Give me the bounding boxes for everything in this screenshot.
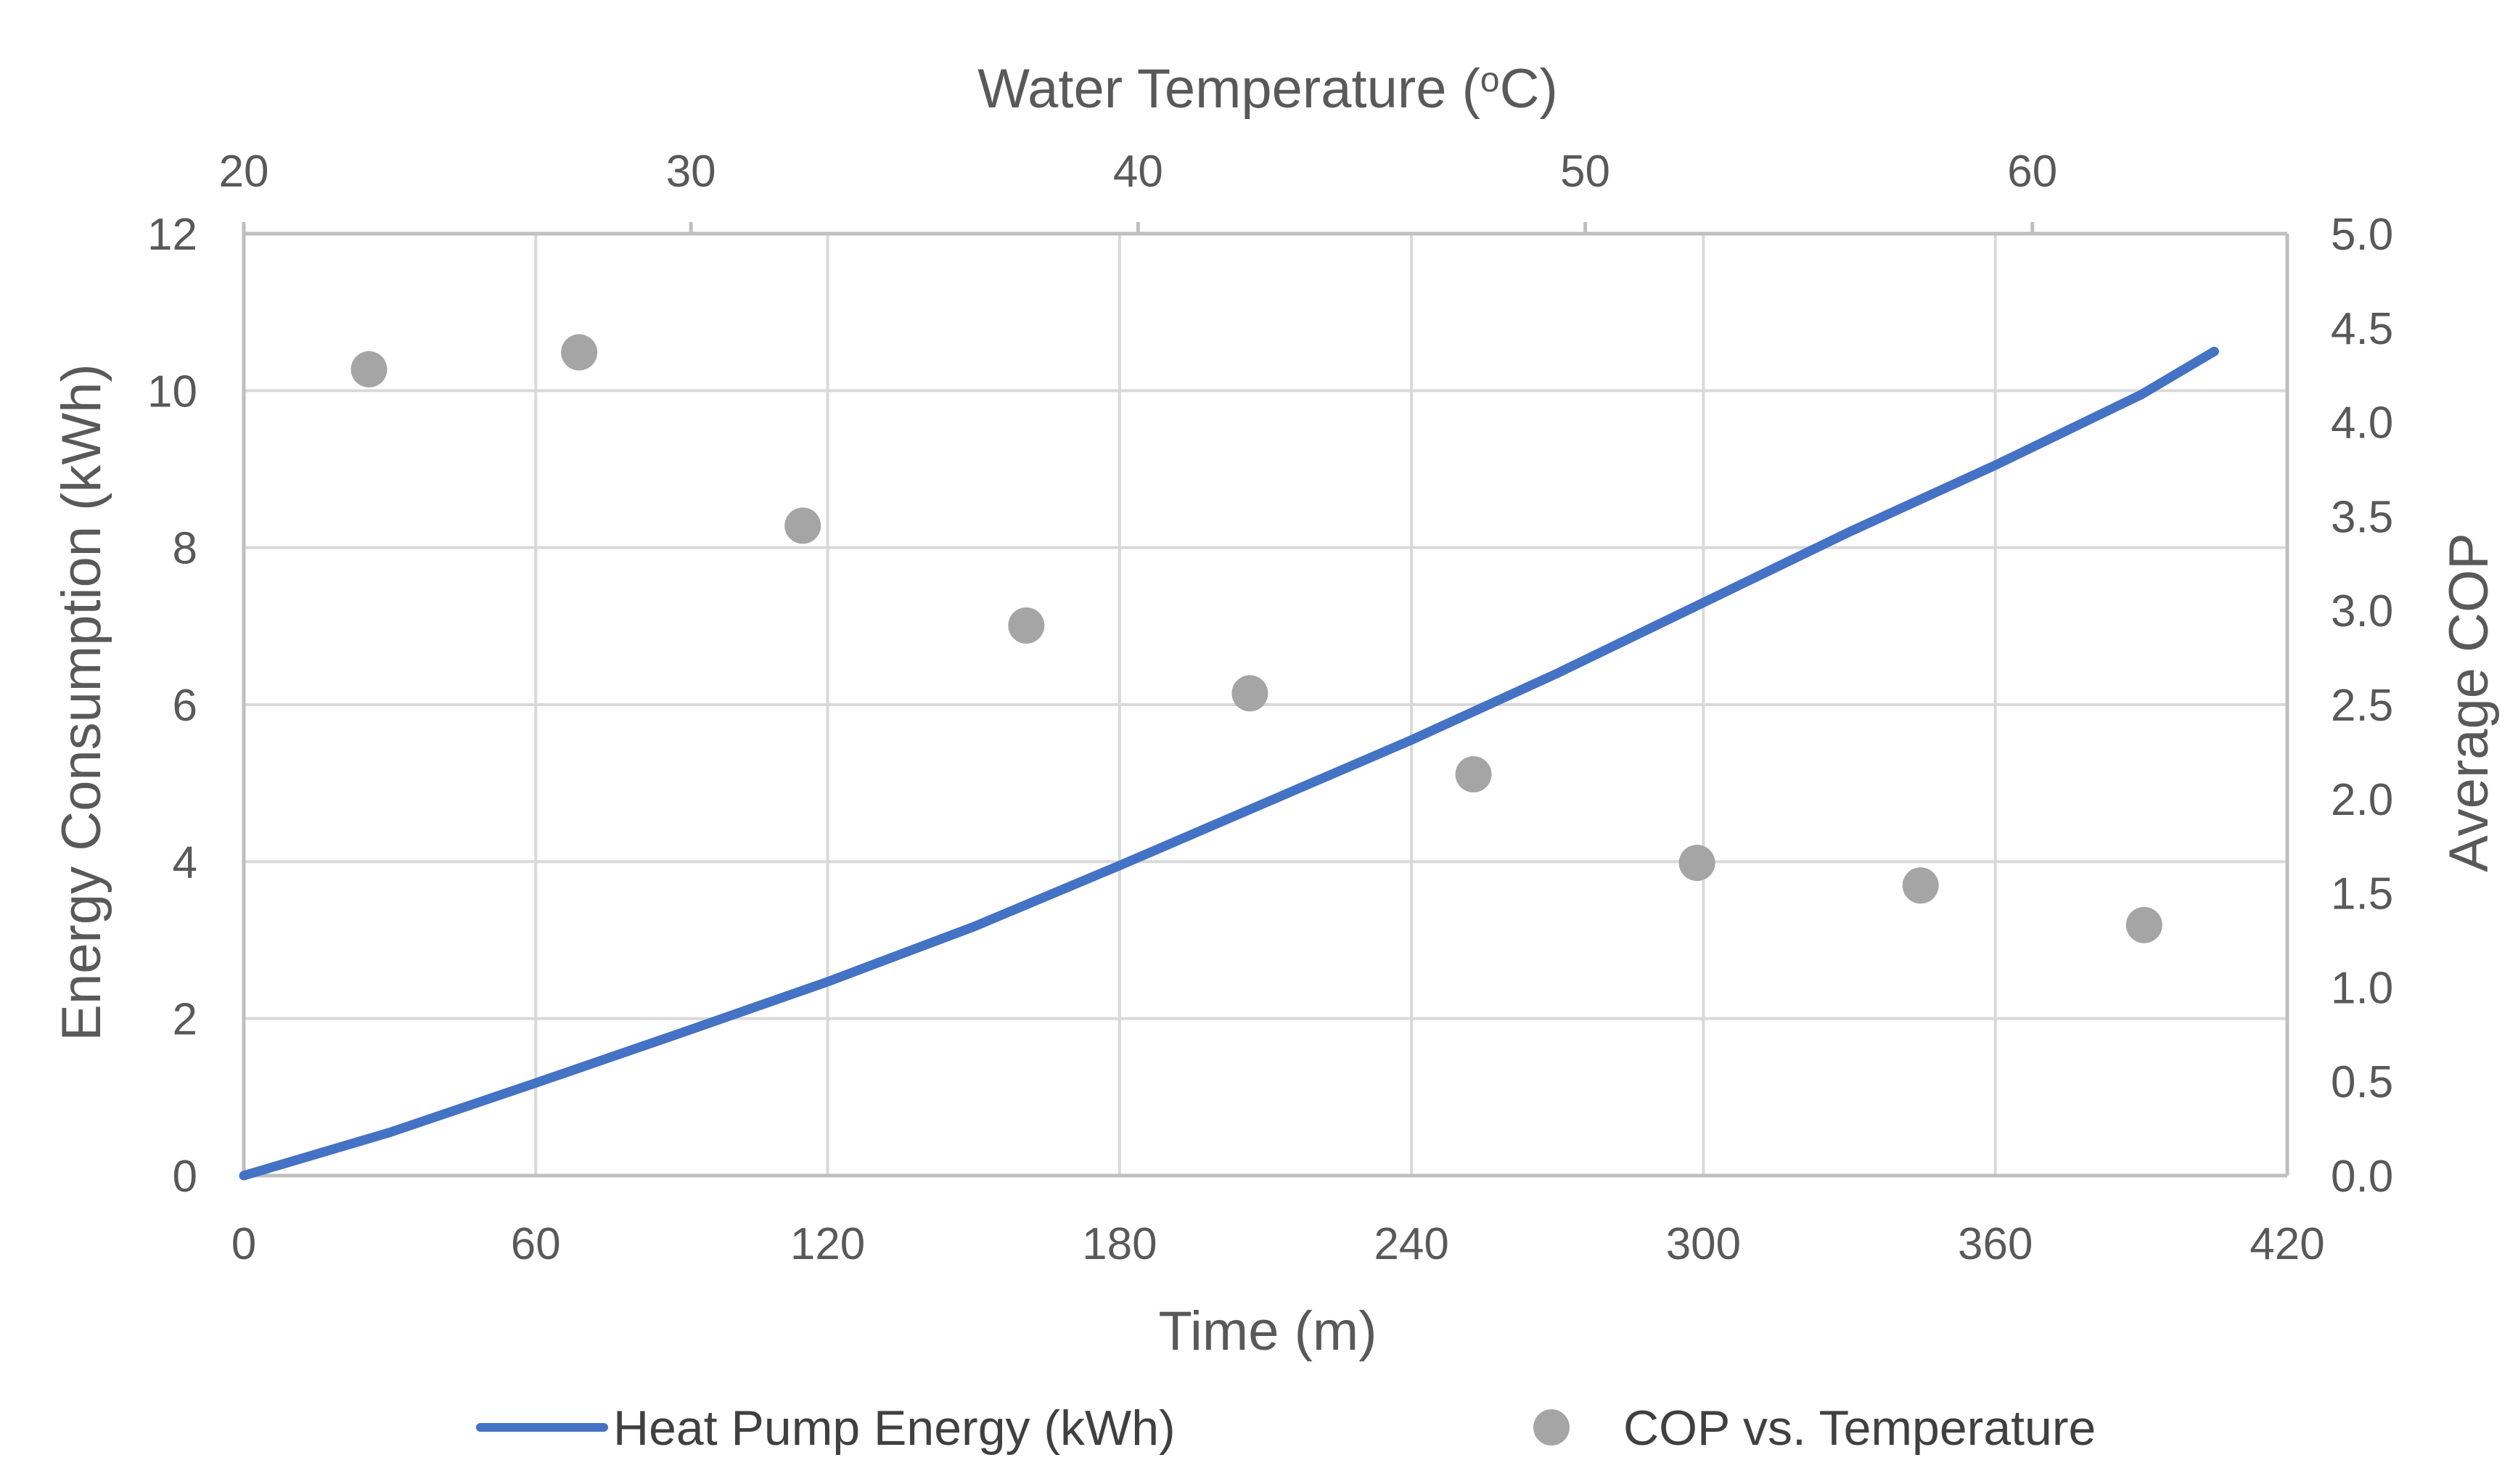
y-left-tick-label: 8 <box>173 524 197 574</box>
y-right-tick-label: 3.5 <box>2331 492 2393 542</box>
x-top-tick-label: 60 <box>2007 147 2057 197</box>
y-left-tick-label: 10 <box>147 366 197 417</box>
y-right-tick-label: 4.0 <box>2331 398 2393 448</box>
x-bottom-tick-label: 0 <box>231 1219 256 1269</box>
x-top-axis-title: Water Temperature (oC) <box>977 58 1558 120</box>
series <box>239 334 2219 1181</box>
x-bottom-tick-label: 300 <box>1666 1219 1741 1269</box>
cop-point <box>561 334 598 371</box>
x-bottom-tick-label: 360 <box>1958 1219 2033 1269</box>
y-right-tick-label: 2.0 <box>2331 775 2393 825</box>
cop-point <box>1678 845 1715 882</box>
cop-point <box>350 350 387 388</box>
cop-point <box>2125 906 2162 943</box>
x-top-tick-label: 40 <box>1113 147 1163 197</box>
x-top-axis-title-end: C) <box>1500 58 1558 120</box>
x-bottom-axis-title: Time (m) <box>1158 1300 1377 1362</box>
x-top-tick-label: 20 <box>219 147 269 197</box>
cop-point <box>1008 607 1045 644</box>
legend: Heat Pump Energy (kWh) COP vs. Temperatu… <box>476 1401 2096 1456</box>
y-left-tick-label: 0 <box>173 1152 197 1202</box>
x-bottom-tick-label: 120 <box>790 1219 865 1269</box>
legend-marker-swatch <box>1533 1409 1570 1446</box>
cop-point <box>1455 756 1492 793</box>
cop-point <box>784 507 821 544</box>
x-bottom-tick-label: 240 <box>1374 1219 1448 1269</box>
axes <box>242 222 2289 1178</box>
y-right-tick-label: 1.0 <box>2331 963 2393 1013</box>
y-right-tick-label: 2.5 <box>2331 681 2393 731</box>
x-bottom-tick-label: 420 <box>2250 1219 2324 1269</box>
x-top-tick-label: 30 <box>666 147 716 197</box>
y-right-tick-label: 1.5 <box>2331 869 2393 919</box>
y-right-tick-label: 3.0 <box>2331 586 2393 636</box>
cop-point <box>1231 675 1268 712</box>
y-right-tick-label: 0.5 <box>2331 1057 2393 1107</box>
y-right-axis-title: Average COP <box>2438 533 2500 872</box>
y-left-tick-label: 2 <box>173 995 197 1045</box>
legend-label-scatter-series: COP vs. Temperature <box>1623 1401 2096 1456</box>
x-bottom-tick-label: 180 <box>1082 1219 1157 1269</box>
y-right-tick-label: 4.5 <box>2331 304 2393 354</box>
x-bottom-tick-label: 60 <box>511 1219 561 1269</box>
x-top-tick-label: 50 <box>1560 147 1610 197</box>
legend-label-line-series: Heat Pump Energy (kWh) <box>613 1401 1176 1456</box>
cop-point <box>1902 867 1939 904</box>
y-left-tick-label: 6 <box>173 681 197 731</box>
y-right-tick-label: 5.0 <box>2331 210 2393 260</box>
tick-labels: 0 60 120 180 240 300 360 420 20 30 40 50 60 0 2 4 6 8 10 12… <box>147 147 2393 1269</box>
x-top-axis-title-main: Water Temperature ( <box>977 58 1480 120</box>
x-top-axis-title-superscript: o <box>1480 61 1500 99</box>
energy-line <box>239 346 2219 1181</box>
grid-lines <box>244 232 2289 1176</box>
y-left-tick-label: 12 <box>147 210 197 260</box>
y-left-axis-title: Energy Consumption (kWh) <box>51 364 112 1041</box>
y-right-tick-label: 0.0 <box>2331 1152 2393 1202</box>
y-left-tick-label: 4 <box>173 837 197 887</box>
